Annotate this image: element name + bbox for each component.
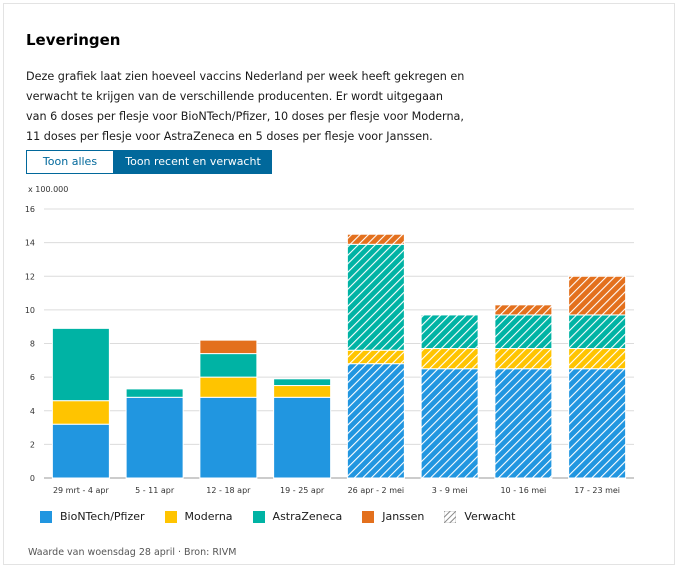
bar-segment-moderna[interactable] — [51, 400, 110, 425]
stacked-bar-chart: 0 2 4 6 8 10 12 14 16 29 mrt - 4 apr 5 - 11 apr 12… — [25, 205, 634, 495]
legend-label: Janssen — [382, 510, 425, 523]
legend-swatch — [362, 510, 375, 523]
x-tick-label: 29 mrt - 4 apr — [53, 486, 110, 495]
legend-item[interactable]: Moderna — [164, 510, 233, 523]
y-tick-label: 0 — [30, 474, 35, 483]
expected-hatch — [494, 348, 552, 369]
bar-segment-biontech-pfizer[interactable] — [199, 396, 258, 479]
expected-hatch — [568, 314, 626, 349]
expected-hatch — [494, 314, 552, 349]
hatch-swatch-icon — [444, 510, 457, 523]
x-tick-label: 10 - 16 mei — [500, 486, 546, 495]
bar-segment-moderna[interactable] — [199, 376, 258, 398]
legend-swatch — [40, 510, 52, 523]
legend-item[interactable]: Verwacht — [444, 510, 515, 523]
bar-segment-astrazeneca[interactable] — [199, 353, 258, 378]
y-tick-label: 2 — [30, 440, 35, 449]
source-note: Waarde van woensdag 28 april · Bron: RIV… — [28, 547, 237, 558]
bar-segment-astrazeneca[interactable] — [125, 388, 184, 398]
expected-hatch — [421, 348, 479, 369]
x-tick-label: 12 - 18 apr — [206, 486, 251, 495]
x-tick-label: 26 apr - 2 mei — [348, 486, 405, 495]
expected-hatch — [421, 314, 479, 349]
expected-hatch — [568, 368, 626, 478]
bar-segment-biontech-pfizer[interactable] — [51, 423, 110, 479]
y-tick-label: 16 — [25, 205, 35, 214]
y-tick-label: 4 — [30, 407, 35, 416]
bar-segment-astrazeneca[interactable] — [273, 378, 332, 387]
expected-hatch — [568, 276, 626, 315]
expected-hatch — [494, 304, 552, 315]
expected-hatch — [347, 234, 405, 245]
legend-label: BioNTech/Pfizer — [60, 510, 145, 523]
legend-item[interactable]: AstraZeneca — [252, 510, 343, 523]
expected-hatch — [568, 348, 626, 369]
view-toggle: Toon alles Toon recent en verwacht — [26, 150, 272, 174]
show-recent-button[interactable]: Toon recent en verwacht — [114, 150, 272, 174]
legend-swatch — [164, 510, 177, 523]
expected-hatch — [421, 368, 479, 478]
legend-label: Moderna — [184, 510, 233, 523]
y-tick-label: 10 — [25, 306, 35, 315]
legend-item[interactable]: BioNTech/Pfizer — [40, 510, 145, 523]
expected-hatch — [347, 244, 405, 351]
y-tick-label: 14 — [25, 239, 35, 248]
bar-segment-janssen[interactable] — [199, 339, 258, 355]
bar-segment-biontech-pfizer[interactable] — [273, 396, 332, 479]
legend-label: Verwacht — [464, 510, 516, 523]
bar-segment-moderna[interactable] — [273, 385, 332, 398]
expected-hatch — [347, 350, 405, 364]
y-tick-label: 6 — [30, 373, 35, 382]
show-all-button[interactable]: Toon alles — [26, 150, 114, 174]
legend-label: AstraZeneca — [272, 510, 343, 523]
legend-item[interactable]: Janssen — [362, 510, 424, 523]
x-tick-label: 3 - 9 mei — [432, 486, 468, 495]
y-axis-unit-label: x 100.000 — [28, 185, 69, 194]
y-tick-label: 8 — [30, 340, 35, 349]
deliveries-card: Leveringen Deze grafiek laat zien hoevee… — [3, 3, 675, 565]
bar-segment-biontech-pfizer[interactable] — [125, 396, 184, 479]
x-tick-label: 19 - 25 apr — [280, 486, 325, 495]
x-tick-label: 17 - 23 mei — [574, 486, 620, 495]
expected-hatch — [347, 363, 405, 478]
chart-title: Leveringen — [26, 31, 121, 49]
bar-segment-astrazeneca[interactable] — [51, 327, 110, 402]
y-tick-label: 12 — [25, 272, 35, 281]
legend-swatch — [252, 510, 265, 523]
expected-hatch — [494, 368, 552, 478]
chart-description: Deze grafiek laat zien hoeveel vaccins N… — [26, 70, 465, 143]
chart-legend: BioNTech/Pfizer Moderna AstraZeneca Janssen… — [40, 510, 535, 523]
x-tick-label: 5 - 11 apr — [135, 486, 175, 495]
